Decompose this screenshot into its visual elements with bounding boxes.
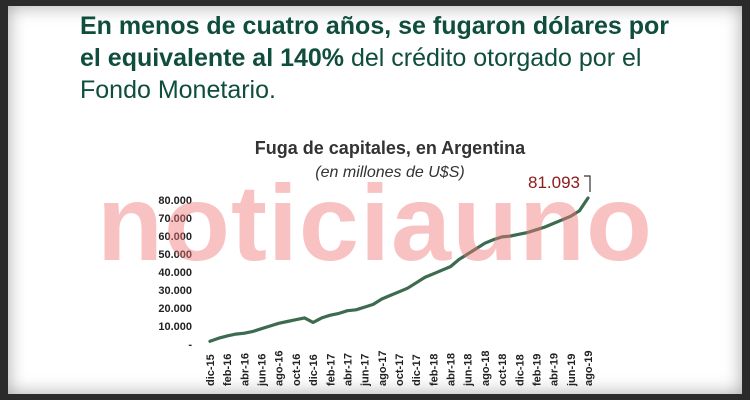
y-tick-label: 80.000 [158, 195, 192, 207]
chart-title: Fuga de capitales, en Argentina [254, 138, 526, 158]
headline-emphasis: En menos de cuatro años, se fugaron dóla… [80, 12, 670, 72]
callout-leader-line [584, 175, 591, 193]
x-tick-label: jun-18 [463, 354, 475, 387]
x-tick-label: ago-18 [480, 351, 492, 386]
infographic-card: En menos de cuatro años, se fugaron dóla… [8, 6, 742, 394]
y-tick-label: 60.000 [158, 231, 192, 243]
y-tick-label: - [188, 339, 192, 351]
x-tick-label: jun-16 [257, 354, 269, 387]
x-tick-label: feb-16 [222, 354, 234, 386]
x-tick-label: dic-16 [308, 354, 320, 386]
chart-subtitle: (en millones de U$S) [315, 164, 465, 181]
y-tick-label: 10.000 [158, 321, 192, 333]
x-tick-label: dic-18 [514, 354, 526, 386]
x-tick-label: abr-18 [446, 353, 458, 386]
headline-rest: del crédito otorgado por el Fondo Moneta… [80, 44, 642, 104]
x-tick-label: oct-17 [394, 354, 406, 386]
x-tick-label: jun-19 [566, 354, 578, 387]
x-tick-label: abr-17 [342, 353, 354, 386]
y-tick-label: 70.000 [158, 213, 192, 225]
y-tick-label: 50.000 [158, 249, 192, 261]
y-tick-label: 30.000 [158, 285, 192, 297]
x-tick-label: abr-16 [239, 353, 251, 386]
x-tick-label: feb-17 [325, 354, 337, 386]
y-tick-label: 40.000 [158, 267, 192, 279]
x-tick-label: ago-17 [377, 351, 389, 386]
x-tick-label: ago-19 [583, 351, 595, 386]
x-tick-label: jun-17 [360, 354, 372, 387]
headline: En menos de cuatro años, se fugaron dóla… [80, 10, 680, 106]
x-tick-label: oct-18 [497, 354, 509, 386]
x-tick-label: feb-19 [531, 354, 543, 386]
x-tick-label: ago-16 [274, 351, 286, 386]
x-tick-label: oct-16 [291, 354, 303, 386]
x-tick-label: abr-19 [549, 353, 561, 386]
x-tick-label: feb-18 [428, 354, 440, 386]
y-tick-label: 20.000 [158, 303, 192, 315]
last-value-label: 81.093 [528, 173, 580, 192]
series-line [208, 196, 590, 343]
x-tick-label: dic-15 [205, 354, 217, 386]
x-tick-label: dic-17 [411, 354, 423, 386]
